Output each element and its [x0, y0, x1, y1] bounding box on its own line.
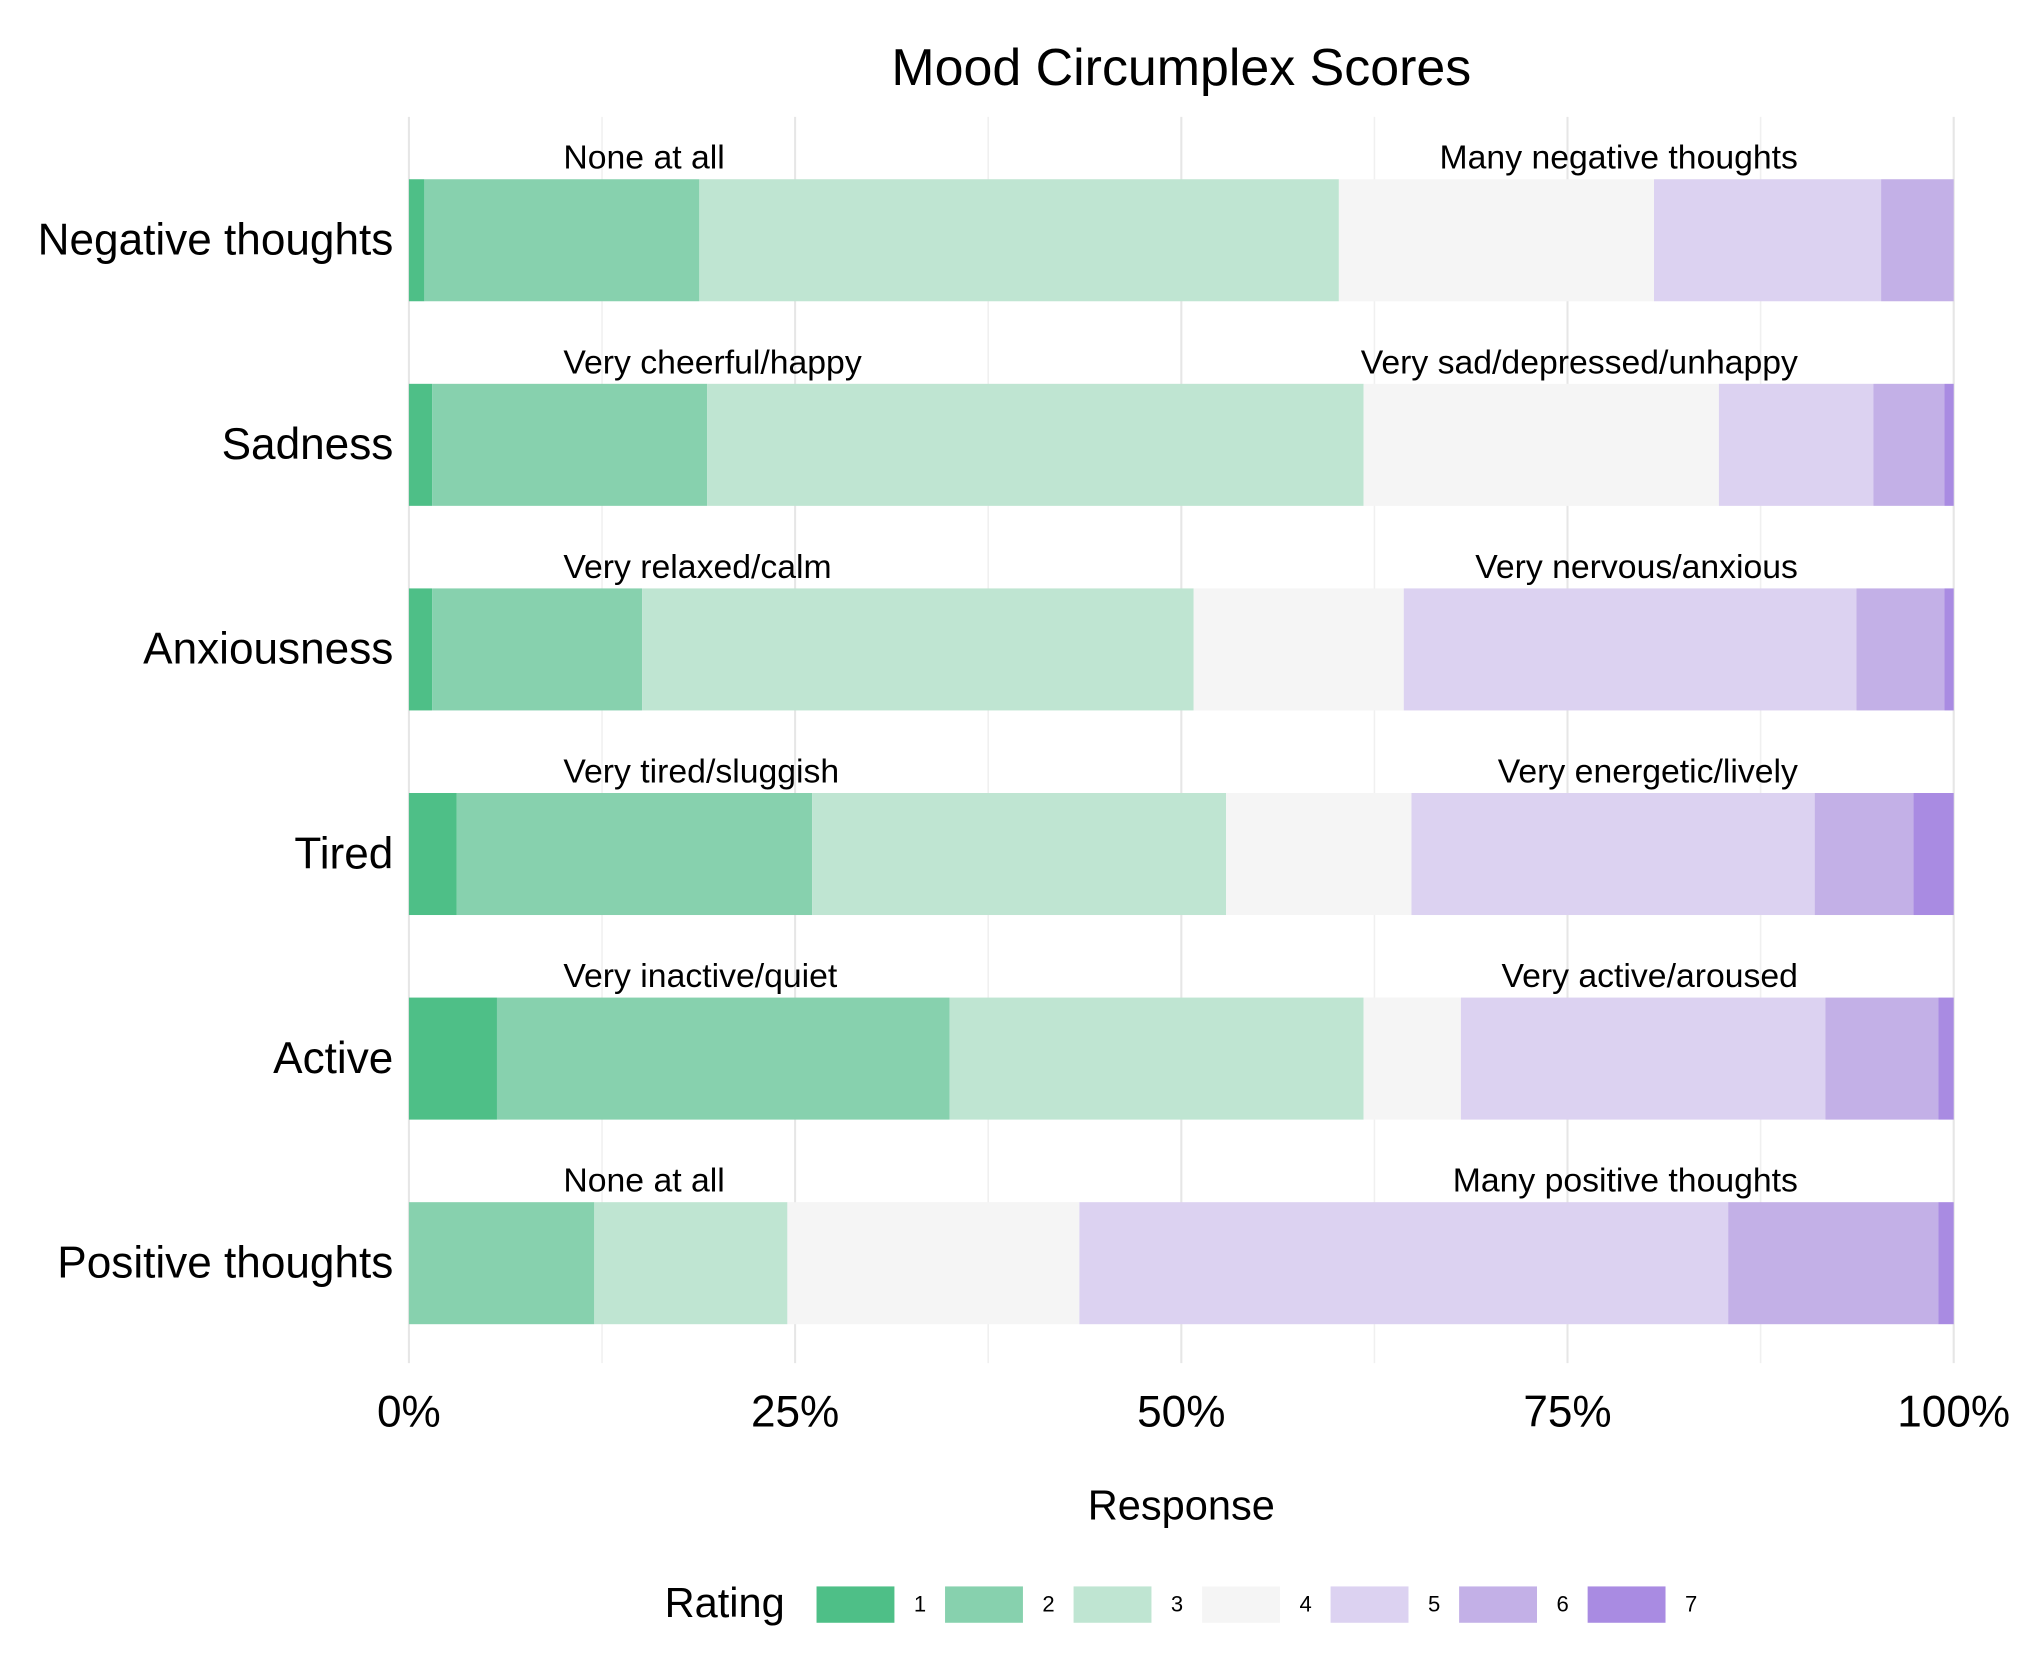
bar-segment — [1654, 179, 1882, 302]
y-tick-label: Negative thoughts — [38, 216, 394, 265]
bar-segment — [594, 1202, 788, 1325]
bar-segment — [1944, 383, 1954, 506]
bar-segment — [787, 1202, 1080, 1325]
bar-segment — [1363, 383, 1719, 506]
x-tick-label: 50% — [1137, 1388, 1225, 1437]
bar-segment — [1913, 792, 1954, 916]
x-axis-title: Response — [1088, 1482, 1275, 1529]
bar-segment — [1079, 1202, 1729, 1325]
x-tick-label: 25% — [751, 1388, 839, 1437]
low-label: None at all — [563, 139, 724, 177]
bar-segment — [1460, 997, 1826, 1120]
bar-segment — [408, 997, 497, 1120]
legend-swatch — [945, 1586, 1023, 1623]
y-tick-label: Tired — [294, 829, 393, 878]
legend-swatch — [1587, 1586, 1666, 1623]
bar-segment — [812, 792, 1227, 916]
low-label: Very relaxed/calm — [563, 548, 831, 586]
bar-segment — [1411, 792, 1815, 916]
bar-segment — [456, 792, 813, 916]
high-label: Very sad/depressed/unhappy — [1361, 343, 1798, 381]
legend-swatch — [1202, 1586, 1280, 1623]
bar-segment — [1193, 588, 1404, 711]
legend-label: 7 — [1685, 1592, 1697, 1617]
legend-swatch — [1459, 1586, 1538, 1623]
bar-segment — [1363, 997, 1461, 1120]
high-label: Very nervous/anxious — [1475, 548, 1798, 586]
y-tick-label: Positive thoughts — [57, 1238, 393, 1287]
bar-segment — [1403, 588, 1857, 711]
bar-segment — [432, 383, 708, 506]
bar-segment — [408, 383, 433, 506]
bar-segment — [424, 179, 700, 302]
bar-segment — [642, 588, 1194, 711]
bar-segment — [707, 383, 1364, 506]
bar-segment — [408, 792, 457, 916]
low-label: Very tired/sluggish — [563, 752, 839, 790]
legend-label: 2 — [1042, 1592, 1054, 1617]
bar-segment — [408, 588, 433, 711]
bar-segment — [1718, 383, 1874, 506]
high-label: Many positive thoughts — [1453, 1162, 1798, 1200]
legend-title: Rating — [665, 1579, 785, 1626]
high-label: Very active/aroused — [1502, 957, 1798, 995]
x-tick-label: 75% — [1523, 1388, 1611, 1437]
legend-label: 3 — [1171, 1592, 1183, 1617]
bar-segment — [1825, 997, 1939, 1120]
low-label: Very cheerful/happy — [563, 343, 861, 381]
low-label: None at all — [563, 1162, 724, 1200]
legend-label: 4 — [1299, 1592, 1311, 1617]
y-tick-label: Sadness — [222, 420, 394, 469]
legend-swatch — [1073, 1586, 1152, 1623]
legend-swatch — [1330, 1586, 1409, 1623]
bar-segment — [408, 179, 425, 302]
bar-segment — [408, 1202, 595, 1325]
bar-segment — [1873, 383, 1945, 506]
bar-segment — [1938, 1202, 1954, 1325]
bar-segment — [496, 997, 950, 1120]
bar-segment — [1944, 588, 1954, 711]
y-tick-label: Active — [273, 1034, 393, 1083]
high-label: Very energetic/lively — [1498, 752, 1798, 790]
bar-segment — [1856, 588, 1945, 711]
legend-label: 6 — [1556, 1592, 1568, 1617]
bar-segment — [1728, 1202, 1939, 1325]
chart-title: Mood Circumplex Scores — [891, 39, 1471, 97]
bar-segment — [1814, 792, 1914, 916]
legend-swatch — [816, 1586, 895, 1623]
high-label: Many negative thoughts — [1440, 139, 1798, 177]
bar-segment — [432, 588, 643, 711]
bar-segment — [1338, 179, 1655, 302]
bar-segment — [1881, 179, 1954, 302]
legend-label: 5 — [1428, 1592, 1440, 1617]
y-tick-label: Anxiousness — [143, 625, 393, 674]
x-tick-label: 0% — [377, 1388, 441, 1437]
legend-label: 1 — [914, 1592, 926, 1617]
x-tick-label: 100% — [1897, 1388, 2010, 1437]
bar-segment — [699, 179, 1339, 302]
low-label: Very inactive/quiet — [563, 957, 838, 995]
bar-segment — [949, 997, 1364, 1120]
bar-segment — [1938, 997, 1954, 1120]
bar-segment — [1226, 792, 1412, 916]
